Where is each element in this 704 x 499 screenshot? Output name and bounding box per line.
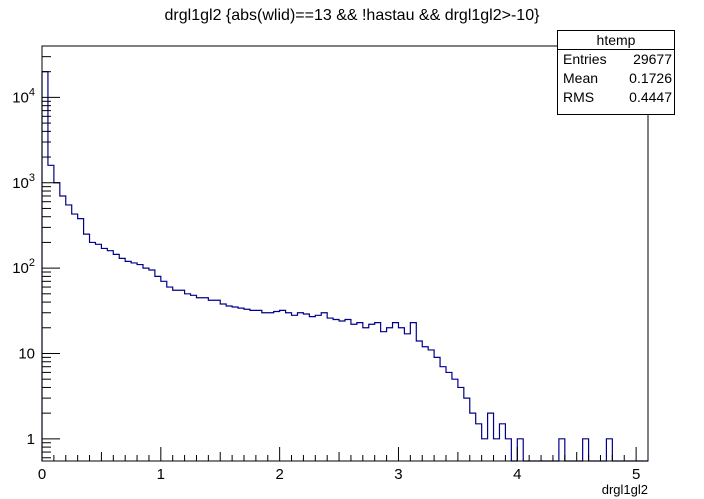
stats-label: RMS — [563, 89, 595, 105]
y-tick-label: 104 — [12, 86, 35, 106]
stats-value: 0.1726 — [629, 70, 672, 86]
x-axis-label: drgl1gl2 — [602, 482, 648, 497]
y-tick-label: 10 — [18, 345, 35, 362]
x-tick-label: 0 — [38, 466, 46, 483]
plot-frame — [41, 45, 649, 462]
stats-value: 29677 — [633, 51, 672, 67]
stats-box-title: htemp — [558, 31, 674, 50]
stats-row-rms: RMS 0.4447 — [558, 88, 674, 107]
stats-label: Mean — [563, 70, 599, 86]
y-tick-exponent: 2 — [29, 257, 35, 269]
stats-label: Entries — [563, 51, 607, 67]
y-tick-label: 103 — [12, 172, 35, 192]
chart-title: drgl1gl2 {abs(wlid)==13 && !hastau && dr… — [164, 7, 540, 24]
x-tick-label: 2 — [275, 466, 283, 483]
x-tick-label: 4 — [513, 466, 521, 483]
y-tick-exponent: 3 — [29, 172, 35, 184]
x-tick-label: 3 — [394, 466, 402, 483]
stats-box: htemp Entries 29677 Mean 0.1726 RMS 0.44… — [557, 30, 675, 115]
stats-value: 0.4447 — [629, 89, 672, 105]
histogram-line — [41, 71, 648, 462]
y-tick-label: 1 — [27, 431, 35, 448]
x-tick-label: 5 — [632, 466, 640, 483]
stats-row-entries: Entries 29677 — [558, 50, 674, 69]
y-tick-exponent: 4 — [29, 86, 35, 98]
stats-row-mean: Mean 0.1726 — [558, 69, 674, 88]
y-tick-label: 102 — [12, 257, 35, 277]
x-tick-label: 1 — [157, 466, 165, 483]
